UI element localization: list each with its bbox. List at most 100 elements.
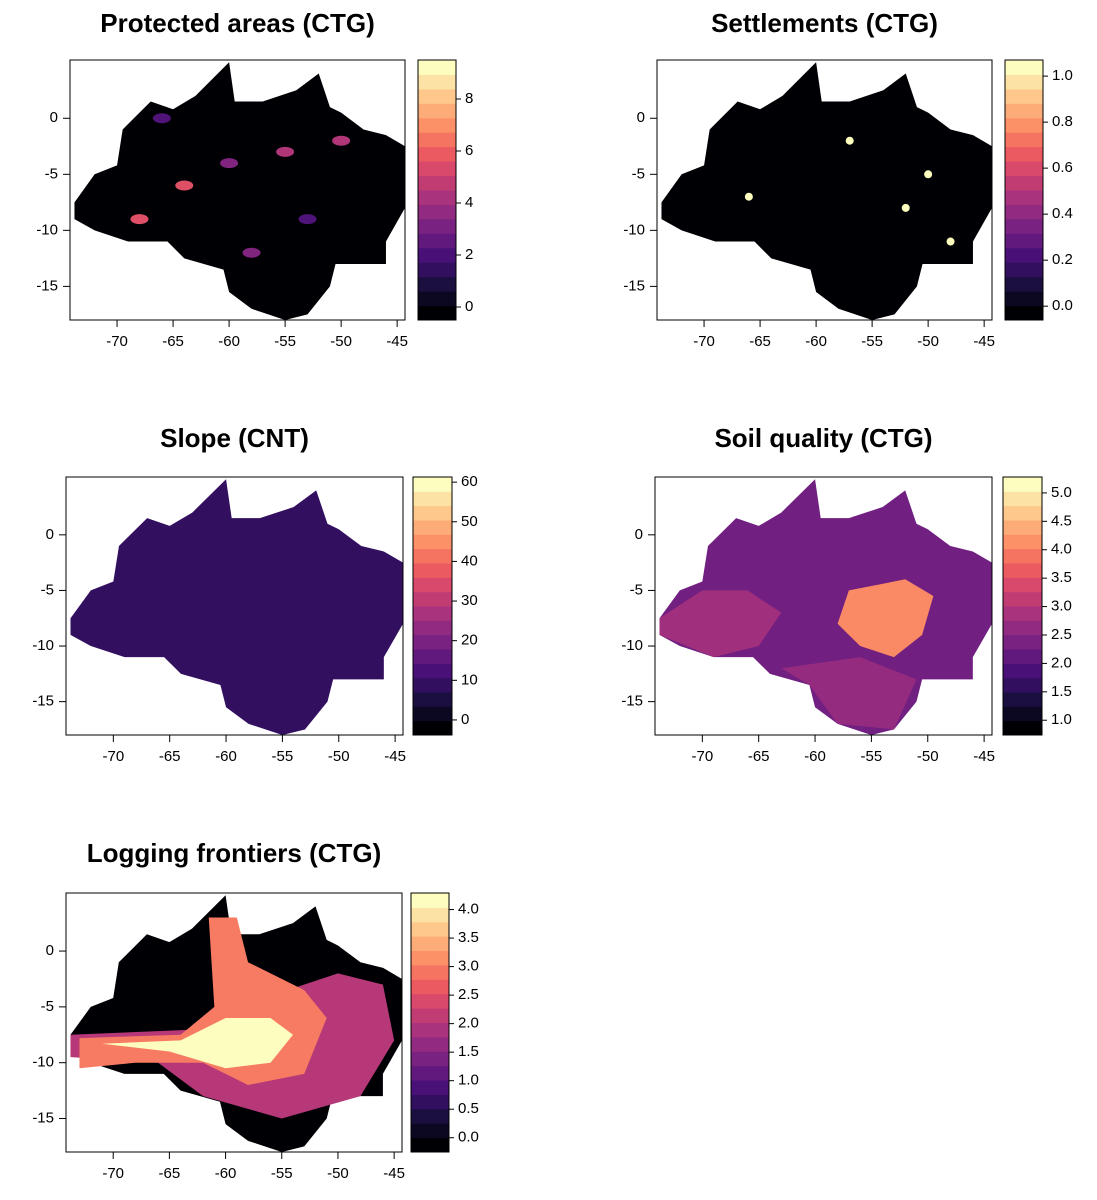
y-tick-label: -15 (621, 693, 643, 710)
colorbar-tick-label: 0.6 (1052, 159, 1073, 176)
colorbar-tick-label: 6 (465, 142, 473, 159)
x-tick-label: -45 (386, 333, 408, 350)
map-area (70, 895, 402, 1152)
x-tick-label: -65 (748, 748, 770, 765)
y-tick-label: -5 (45, 165, 58, 182)
colorbar-band (413, 534, 452, 549)
protected-area (153, 113, 171, 123)
colorbar-band (411, 1008, 449, 1023)
x-tick-label: -55 (861, 748, 883, 765)
colorbar-band (413, 635, 452, 650)
map-area (661, 62, 992, 320)
colorbar-band (411, 1109, 449, 1124)
colorbar-band (411, 1023, 449, 1038)
panel-title: Soil quality (CTG) (714, 423, 932, 453)
map-area (74, 62, 405, 320)
colorbar-band (413, 620, 452, 635)
protected-area (243, 248, 261, 258)
colorbar-band (413, 678, 452, 693)
settlement (947, 238, 955, 246)
colorbar-band (1003, 506, 1042, 521)
y-tick-label: 0 (50, 109, 58, 126)
y-tick-label: -5 (630, 581, 643, 598)
figure: Protected areas (CTG)-70-65-60-55-50-450… (0, 0, 1097, 1200)
colorbar-band (418, 161, 456, 176)
colorbar-tick-label: 1.0 (1052, 67, 1073, 84)
x-tick-label: -70 (693, 333, 715, 350)
x-tick-label: -55 (274, 333, 296, 350)
colorbar-band (418, 176, 456, 191)
colorbar-band (413, 477, 452, 492)
colorbar-band (411, 1123, 449, 1138)
map-area (71, 479, 403, 735)
colorbar-band (1005, 118, 1043, 133)
x-tick-label: -60 (215, 748, 237, 765)
colorbar-band (418, 248, 456, 263)
colorbar-band (411, 936, 449, 951)
settlement (902, 204, 910, 212)
map-panel: Soil quality (CTG)-70-65-60-55-50-450-5-… (621, 423, 1072, 765)
colorbar-band (418, 89, 456, 104)
colorbar-tick-label: 0 (461, 711, 469, 728)
map-panel: Settlements (CTG)-70-65-60-55-50-450-5-1… (623, 8, 1073, 350)
colorbar-band (418, 190, 456, 205)
colorbar-band (1005, 74, 1043, 89)
y-tick-label: -10 (621, 637, 643, 654)
colorbar-band (1003, 663, 1042, 678)
colorbar-band (413, 563, 452, 578)
colorbar-band (1003, 592, 1042, 607)
colorbar-band (411, 1066, 449, 1081)
colorbar-band (413, 520, 452, 535)
colorbar-band (411, 907, 449, 922)
x-tick-label: -50 (917, 333, 939, 350)
x-tick-label: -70 (106, 333, 128, 350)
x-tick-label: -70 (102, 1165, 124, 1182)
colorbar-band (411, 965, 449, 980)
region (71, 479, 403, 735)
colorbar-band (1005, 306, 1043, 321)
colorbar-band (1005, 176, 1043, 191)
protected-area (175, 181, 193, 191)
settlement (745, 193, 753, 201)
x-tick-label: -45 (384, 748, 406, 765)
y-tick-label: -5 (632, 165, 645, 182)
region (74, 62, 405, 320)
colorbar-band (418, 306, 456, 321)
colorbar-band (1003, 577, 1042, 592)
colorbar-band (418, 277, 456, 292)
protected-area (276, 147, 294, 157)
settlement (924, 170, 932, 178)
colorbar-band (1003, 721, 1042, 736)
x-tick-label: -55 (861, 333, 883, 350)
colorbar-band (1005, 132, 1043, 147)
colorbar-band (418, 262, 456, 277)
x-tick-label: -60 (215, 1165, 237, 1182)
x-tick-label: -70 (691, 748, 713, 765)
colorbar-band (411, 951, 449, 966)
x-tick-label: -65 (162, 333, 184, 350)
colorbar-tick-label: 0.2 (1052, 251, 1073, 268)
colorbar-band (1003, 678, 1042, 693)
settlement (846, 137, 854, 145)
x-tick-label: -65 (159, 748, 181, 765)
x-tick-label: -60 (218, 333, 240, 350)
colorbar-tick-label: 20 (461, 632, 478, 649)
colorbar-band (1005, 204, 1043, 219)
x-tick-label: -60 (804, 748, 826, 765)
x-tick-label: -70 (102, 748, 124, 765)
colorbar-band (418, 291, 456, 306)
colorbar-band (418, 60, 456, 75)
colorbar-tick-label: 3.5 (458, 929, 479, 946)
colorbar-band (1003, 520, 1042, 535)
colorbar-band (1005, 147, 1043, 162)
colorbar-band (1003, 692, 1042, 707)
x-tick-label: -45 (383, 1165, 405, 1182)
colorbar-band (1003, 563, 1042, 578)
colorbar-band (411, 1051, 449, 1066)
y-tick-label: 0 (46, 526, 54, 543)
colorbar-band (1005, 219, 1043, 234)
colorbar-band (413, 577, 452, 592)
colorbar-band (418, 204, 456, 219)
colorbar-band (1005, 60, 1043, 75)
colorbar-band (418, 103, 456, 118)
